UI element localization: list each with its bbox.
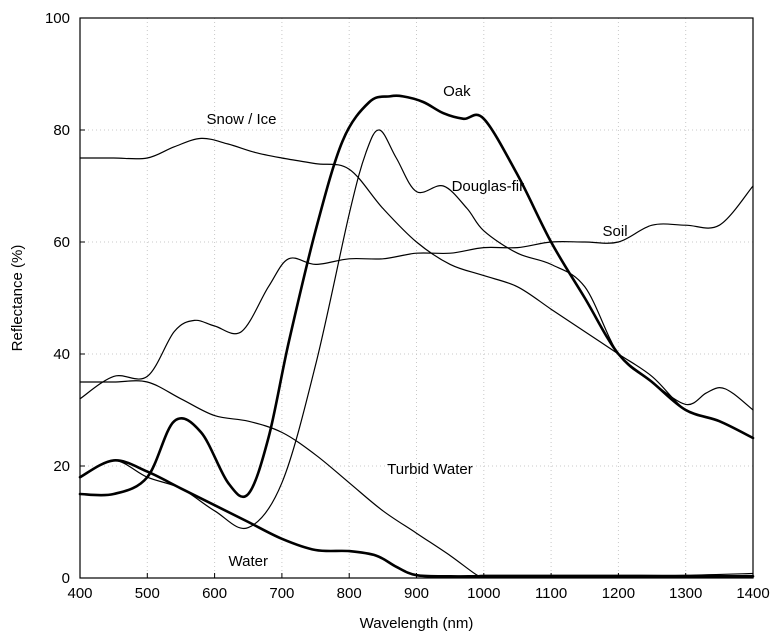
y-tick-label: 0 xyxy=(62,570,70,587)
series-label-turbid-water: Turbid Water xyxy=(387,461,473,478)
x-axis-title: Wavelength (nm) xyxy=(360,615,474,632)
y-tick-label: 20 xyxy=(53,458,70,475)
x-tick-label: 1100 xyxy=(535,585,567,602)
series-line-oak xyxy=(78,94,755,499)
y-tick-label: 80 xyxy=(53,122,70,139)
series-line-water xyxy=(78,459,755,578)
series-line-snow-ice xyxy=(79,137,754,439)
grid xyxy=(80,18,753,578)
x-tick-label: 400 xyxy=(67,585,92,602)
x-tick-label: 600 xyxy=(202,585,227,602)
y-axis-title: Reflectance (%) xyxy=(9,245,26,352)
x-axis-ticks: 400 500 600 700 800 900 1000 1100 1200 1300 1400 xyxy=(67,573,770,602)
x-tick-label: 1200 xyxy=(602,585,635,602)
series-label-oak: Oak xyxy=(443,83,471,100)
x-tick-label: 1400 xyxy=(736,585,769,602)
x-tick-label: 1300 xyxy=(669,585,702,602)
series-line-douglas-fir xyxy=(79,129,754,530)
series-label-douglas-fir: Douglas-fir xyxy=(452,178,525,195)
x-tick-label: 700 xyxy=(269,585,294,602)
x-tick-label: 800 xyxy=(337,585,362,602)
series-labels: Snow / Ice Oak Douglas-fir Soil Turbid Water… xyxy=(206,83,627,570)
y-tick-label: 60 xyxy=(53,234,70,251)
series-label-water: Water xyxy=(229,553,268,570)
series-line-soil xyxy=(79,185,754,400)
x-tick-label: 1000 xyxy=(467,585,500,602)
y-tick-label: 40 xyxy=(53,346,70,363)
series-label-soil: Soil xyxy=(603,223,628,240)
y-tick-label: 100 xyxy=(45,10,70,27)
x-tick-label: 900 xyxy=(404,585,429,602)
series-lines xyxy=(78,94,755,578)
series-label-snow-ice: Snow / Ice xyxy=(206,111,276,128)
x-tick-label: 500 xyxy=(135,585,160,602)
y-axis-ticks: 0 20 40 60 80 100 xyxy=(45,10,85,587)
